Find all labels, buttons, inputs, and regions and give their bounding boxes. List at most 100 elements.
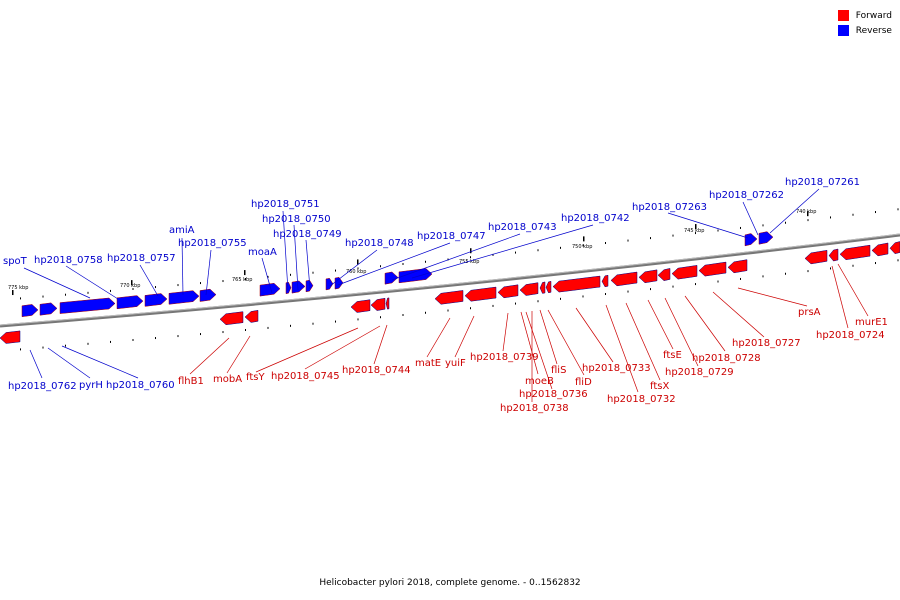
scale-tick xyxy=(65,344,66,347)
legend-forward-label: Forward xyxy=(855,10,892,21)
reverse-gene-arrow xyxy=(259,282,281,297)
gene-label-hp2018_0733: hp2018_0733 xyxy=(582,363,651,374)
scale-label: 770 kbp xyxy=(120,283,140,289)
forward-gene-arrow xyxy=(385,297,390,310)
scale-tick xyxy=(200,282,201,285)
scale-tick xyxy=(290,273,291,276)
forward-gene-arrow xyxy=(519,282,539,296)
reverse-gene-arrow xyxy=(59,297,116,314)
scale-tick xyxy=(447,258,449,261)
forward-leaders xyxy=(189,263,869,402)
scale-tick xyxy=(222,280,224,283)
scale-tick xyxy=(492,304,494,307)
scale-tick xyxy=(695,232,696,235)
scale-label: 740 kbp xyxy=(796,209,816,215)
scale-tick xyxy=(740,226,741,229)
scale-tick xyxy=(87,342,89,345)
gene-label-hp2018_0758: hp2018_0758 xyxy=(34,255,103,266)
scale-label: 745 kbp xyxy=(684,228,704,234)
reverse-gene-arrow xyxy=(285,281,292,295)
reverse-gene-arrow xyxy=(291,280,306,294)
scale-tick xyxy=(492,253,494,256)
scale-tick xyxy=(20,348,21,351)
genome-backbone xyxy=(0,233,900,328)
reverse-labels-bottom: hp2018_0762 pyrH hp2018_0760 xyxy=(8,380,175,392)
forward-gene-arrow xyxy=(370,297,386,311)
gene-label-matE: matE xyxy=(415,358,441,369)
gene-label-hp2018_0732: hp2018_0732 xyxy=(607,394,676,405)
scale-tick xyxy=(312,322,314,325)
gene-label-moeB: moeB xyxy=(525,376,554,387)
major-scale-tick xyxy=(244,270,246,276)
reverse-gene-arrow xyxy=(168,290,200,305)
scale-tick xyxy=(87,291,89,294)
forward-gene-arrow xyxy=(828,248,839,262)
scale-tick xyxy=(312,271,314,274)
forward-gene-arrow xyxy=(0,330,21,344)
scale-tick xyxy=(267,326,269,329)
gene-label-hp2018_0762: hp2018_0762 xyxy=(8,381,77,392)
scale-tick xyxy=(245,277,246,280)
gene-label-prsA: prsA xyxy=(798,307,821,318)
scale-tick xyxy=(110,289,111,292)
legend-reverse: Reverse xyxy=(837,23,892,38)
forward-gene-arrow xyxy=(638,269,658,284)
forward-gene-arrow xyxy=(552,275,601,293)
scale-tick xyxy=(110,340,111,343)
gene-label-hp2018_0748: hp2018_0748 xyxy=(345,238,414,249)
scale-tick xyxy=(785,221,786,224)
major-scale-tick xyxy=(12,290,14,296)
forward-gene-arrow xyxy=(610,271,638,287)
forward-gene-arrow xyxy=(698,261,727,277)
scale-tick xyxy=(425,311,426,314)
reverse-gene-arrow xyxy=(21,304,39,318)
scale-tick xyxy=(830,216,831,219)
scale-tick xyxy=(470,256,471,259)
scale-label: 750 kbp xyxy=(572,244,592,250)
scale-tick xyxy=(222,331,224,334)
scale-tick xyxy=(132,338,134,341)
gene-label-ftsY: ftsY xyxy=(246,372,265,383)
scale-tick xyxy=(65,293,66,296)
gene-label-hp2018_0729: hp2018_0729 xyxy=(665,367,734,378)
genome-backbone-highlight xyxy=(0,233,900,326)
forward-genes xyxy=(0,241,900,344)
genome-caption: Helicobacter pylori 2018, complete genom… xyxy=(319,578,581,588)
gene-label-hp2018_0750: hp2018_0750 xyxy=(262,214,331,225)
scale-tick xyxy=(245,328,246,331)
gene-label-moaA: moaA xyxy=(248,247,277,258)
gene-label-spoT: spoT xyxy=(3,256,28,267)
forward-gene-arrow xyxy=(244,310,259,323)
scale-tick xyxy=(425,260,426,263)
scale-tick xyxy=(380,316,381,319)
scale-tick xyxy=(537,300,539,303)
scale-label: 775 kbp xyxy=(8,285,28,291)
scale-tick xyxy=(42,295,44,298)
scale-tick xyxy=(897,208,899,211)
legend-forward: Forward xyxy=(837,8,892,23)
forward-gene-arrow xyxy=(219,311,244,326)
gene-label-hp2018_0744: hp2018_0744 xyxy=(342,365,411,376)
scale-tick xyxy=(627,290,629,293)
gene-label-hp2018_07261: hp2018_07261 xyxy=(785,177,860,188)
scale-tick xyxy=(402,262,404,265)
gene-label-hp2018_0739: hp2018_0739 xyxy=(470,352,539,363)
forward-gene-arrow xyxy=(889,241,900,254)
scale-tick xyxy=(807,219,809,222)
scale-tick xyxy=(177,284,179,287)
gene-label-hp2018_0742: hp2018_0742 xyxy=(561,213,630,224)
reverse-leaders-bottom xyxy=(29,345,139,379)
gene-label-murE1: murE1 xyxy=(855,317,888,328)
scale-tick xyxy=(650,288,651,291)
gene-label-hp2018_0745: hp2018_0745 xyxy=(271,371,340,382)
scale-tick xyxy=(852,213,854,216)
gene-label-hp2018_0751: hp2018_0751 xyxy=(251,199,320,210)
gene-label-mobA: mobA xyxy=(213,374,242,385)
reverse-labels: spoT hp2018_0758 hp2018_0757 amiA hp2018… xyxy=(3,177,860,267)
gene-label-hp2018_07263: hp2018_07263 xyxy=(632,202,707,213)
scale-tick xyxy=(560,297,561,300)
gene-label-hp2018_07262: hp2018_07262 xyxy=(709,190,784,201)
scale-tick xyxy=(807,270,809,273)
scale-tick xyxy=(897,259,899,262)
legend-reverse-label: Reverse xyxy=(855,25,892,36)
